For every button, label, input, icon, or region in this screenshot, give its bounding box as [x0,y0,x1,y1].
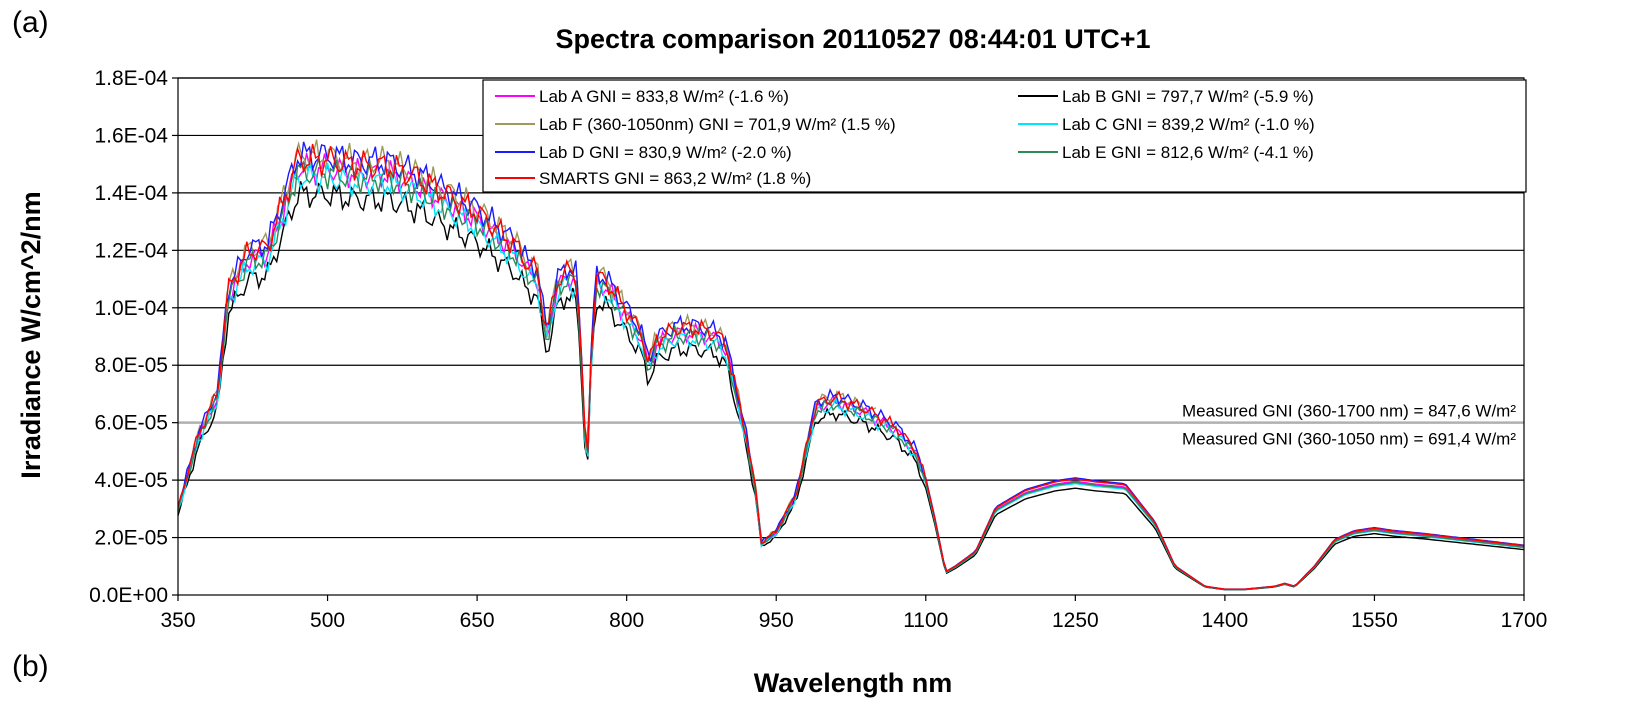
frame-layer [177,77,1525,596]
y-tick-label: 0.0E+00 [89,584,168,607]
x-tick-label: 1100 [903,609,948,632]
legend-label: SMARTS GNI = 863,2 W/m² (1.8 %) [539,169,811,188]
series-line-6 [177,158,1525,591]
y-tick-label: 1.2E-04 [94,239,168,262]
chart-title: Spectra comparison 20110527 08:44:01 UTC… [555,24,1151,54]
x-tick-label: 1400 [1202,609,1249,632]
plot-area [177,77,1525,596]
legend: Lab A GNI = 833,8 W/m² (-1.6 %) Lab B GNI… [482,79,1527,193]
series-layer [177,139,1525,591]
y-tick-label: 2.0E-05 [94,527,168,550]
x-tick-label: 1700 [1501,609,1548,632]
legend-label: Lab B GNI = 797,7 W/m² (-5.9 %) [1062,87,1314,106]
x-tick-label: 950 [759,609,794,632]
x-axis-title: Wavelength nm [753,668,953,698]
series-line-4 [177,161,1525,591]
legend-box [482,79,1527,193]
x-tick-label: 800 [609,609,644,632]
y-tick-label: 1.4E-04 [94,182,168,205]
y-tick-label: 4.0E-05 [94,469,168,492]
legend-label: Lab E GNI = 812,6 W/m² (-4.1 %) [1062,143,1314,162]
annotation-layer: Measured GNI (360-1700 nm) = 847,6 W/m² M… [1182,402,1516,449]
y-tick-label: 1.6E-04 [94,124,168,147]
series-line-1 [177,152,1525,590]
x-tick-label: 1550 [1351,609,1398,632]
y-tick-label: 1.8E-04 [94,67,168,90]
annotation-label: Measured GNI (360-1700 nm) = 847,6 W/m² [1182,402,1516,421]
tick-layer: 0.0E+00 2.0E-05 4.0E-05 6.0E-05 8.0E-05 1.0E-… [89,67,1547,632]
y-tick-label: 8.0E-05 [94,354,168,377]
x-tick-label: 350 [160,609,195,632]
legend-label: Lab C GNI = 839,2 W/m² (-1.0 %) [1062,115,1315,134]
y-tick-label: 6.0E-05 [94,412,168,435]
series-line-3 [187,139,877,545]
legend-label: Lab F (360-1050nm) GNI = 701,9 W/m² (1.5… [539,115,896,134]
legend-label: Lab A GNI = 833,8 W/m² (-1.6 %) [539,87,789,106]
legend-label: Lab D GNI = 830,9 W/m² (-2.0 %) [539,143,792,162]
panel-label-b: (b) [12,650,49,683]
x-tick-label: 1250 [1052,609,1099,632]
x-tick-label: 650 [460,609,495,632]
panel-label-a: (a) [12,6,49,39]
x-tick-label: 500 [310,609,345,632]
series-line-2 [177,181,1525,591]
y-tick-label: 1.0E-04 [94,297,168,320]
annotation-label: Measured GNI (360-1050 nm) = 691,4 W/m² [1182,430,1516,449]
series-line-7 [177,143,1525,590]
